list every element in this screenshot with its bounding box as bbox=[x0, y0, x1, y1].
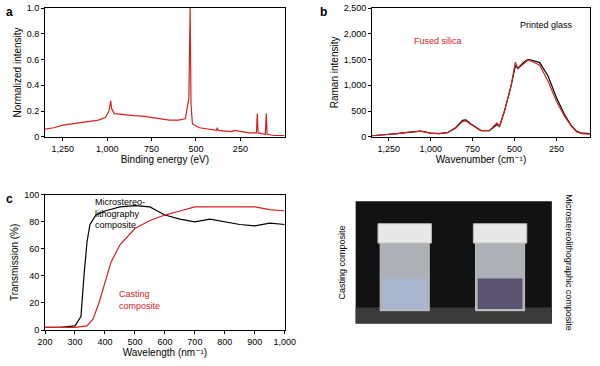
svg-text:Normalized intensity: Normalized intensity bbox=[12, 27, 23, 117]
svg-text:200: 200 bbox=[37, 337, 52, 347]
svg-text:Binding energy (eV): Binding energy (eV) bbox=[121, 154, 209, 165]
svg-text:Casting composite: Casting composite bbox=[337, 225, 347, 299]
svg-text:Raman intensity: Raman intensity bbox=[329, 37, 340, 109]
svg-text:750: 750 bbox=[465, 144, 480, 154]
svg-text:500: 500 bbox=[351, 106, 366, 116]
svg-text:1,250: 1,250 bbox=[51, 144, 74, 154]
svg-text:40: 40 bbox=[29, 271, 39, 281]
svg-text:800: 800 bbox=[217, 337, 232, 347]
svg-text:Microstereolithographic compos: Microstereolithographic composite bbox=[564, 194, 574, 331]
svg-text:750: 750 bbox=[144, 144, 159, 154]
svg-text:0.6: 0.6 bbox=[27, 55, 40, 65]
svg-text:400: 400 bbox=[97, 337, 112, 347]
svg-text:500: 500 bbox=[507, 144, 522, 154]
svg-text:1,000: 1,000 bbox=[344, 80, 367, 90]
svg-text:b: b bbox=[320, 5, 327, 19]
svg-text:2,500: 2,500 bbox=[344, 3, 367, 13]
svg-text:Transmission (%): Transmission (%) bbox=[9, 224, 20, 301]
svg-text:2,000: 2,000 bbox=[344, 29, 367, 39]
svg-text:1,000: 1,000 bbox=[274, 337, 297, 347]
svg-text:900: 900 bbox=[247, 337, 262, 347]
svg-text:100: 100 bbox=[24, 190, 39, 200]
svg-text:a: a bbox=[6, 5, 13, 19]
svg-text:1,500: 1,500 bbox=[344, 55, 367, 65]
svg-text:Wavelength (nm⁻¹): Wavelength (nm⁻¹) bbox=[123, 347, 207, 358]
svg-text:1,000: 1,000 bbox=[419, 144, 442, 154]
svg-text:Castingcomposite: Castingcomposite bbox=[119, 289, 160, 311]
svg-text:0.8: 0.8 bbox=[27, 29, 40, 39]
svg-text:20: 20 bbox=[29, 298, 39, 308]
svg-text:80: 80 bbox=[29, 217, 39, 227]
svg-text:1,000: 1,000 bbox=[96, 144, 119, 154]
svg-text:Fused silica: Fused silica bbox=[414, 36, 462, 46]
svg-text:600: 600 bbox=[157, 337, 172, 347]
svg-text:0: 0 bbox=[361, 132, 366, 142]
svg-text:Printed glass: Printed glass bbox=[520, 20, 573, 30]
svg-text:1.0: 1.0 bbox=[27, 3, 40, 13]
svg-text:250: 250 bbox=[549, 144, 564, 154]
svg-text:0.2: 0.2 bbox=[27, 106, 40, 116]
svg-text:Wavenumber (cm⁻¹): Wavenumber (cm⁻¹) bbox=[436, 154, 526, 165]
svg-text:0.4: 0.4 bbox=[27, 80, 40, 90]
svg-text:0: 0 bbox=[34, 325, 39, 335]
svg-text:700: 700 bbox=[187, 337, 202, 347]
svg-text:c: c bbox=[6, 192, 13, 206]
svg-text:500: 500 bbox=[188, 144, 203, 154]
svg-text:250: 250 bbox=[233, 144, 248, 154]
svg-text:300: 300 bbox=[67, 337, 82, 347]
svg-text:Microstereo-lithographycomposi: Microstereo-lithographycomposite bbox=[95, 197, 145, 230]
svg-text:500: 500 bbox=[127, 337, 142, 347]
svg-text:60: 60 bbox=[29, 244, 39, 254]
svg-text:0: 0 bbox=[34, 132, 39, 142]
svg-text:1,250: 1,250 bbox=[378, 144, 401, 154]
